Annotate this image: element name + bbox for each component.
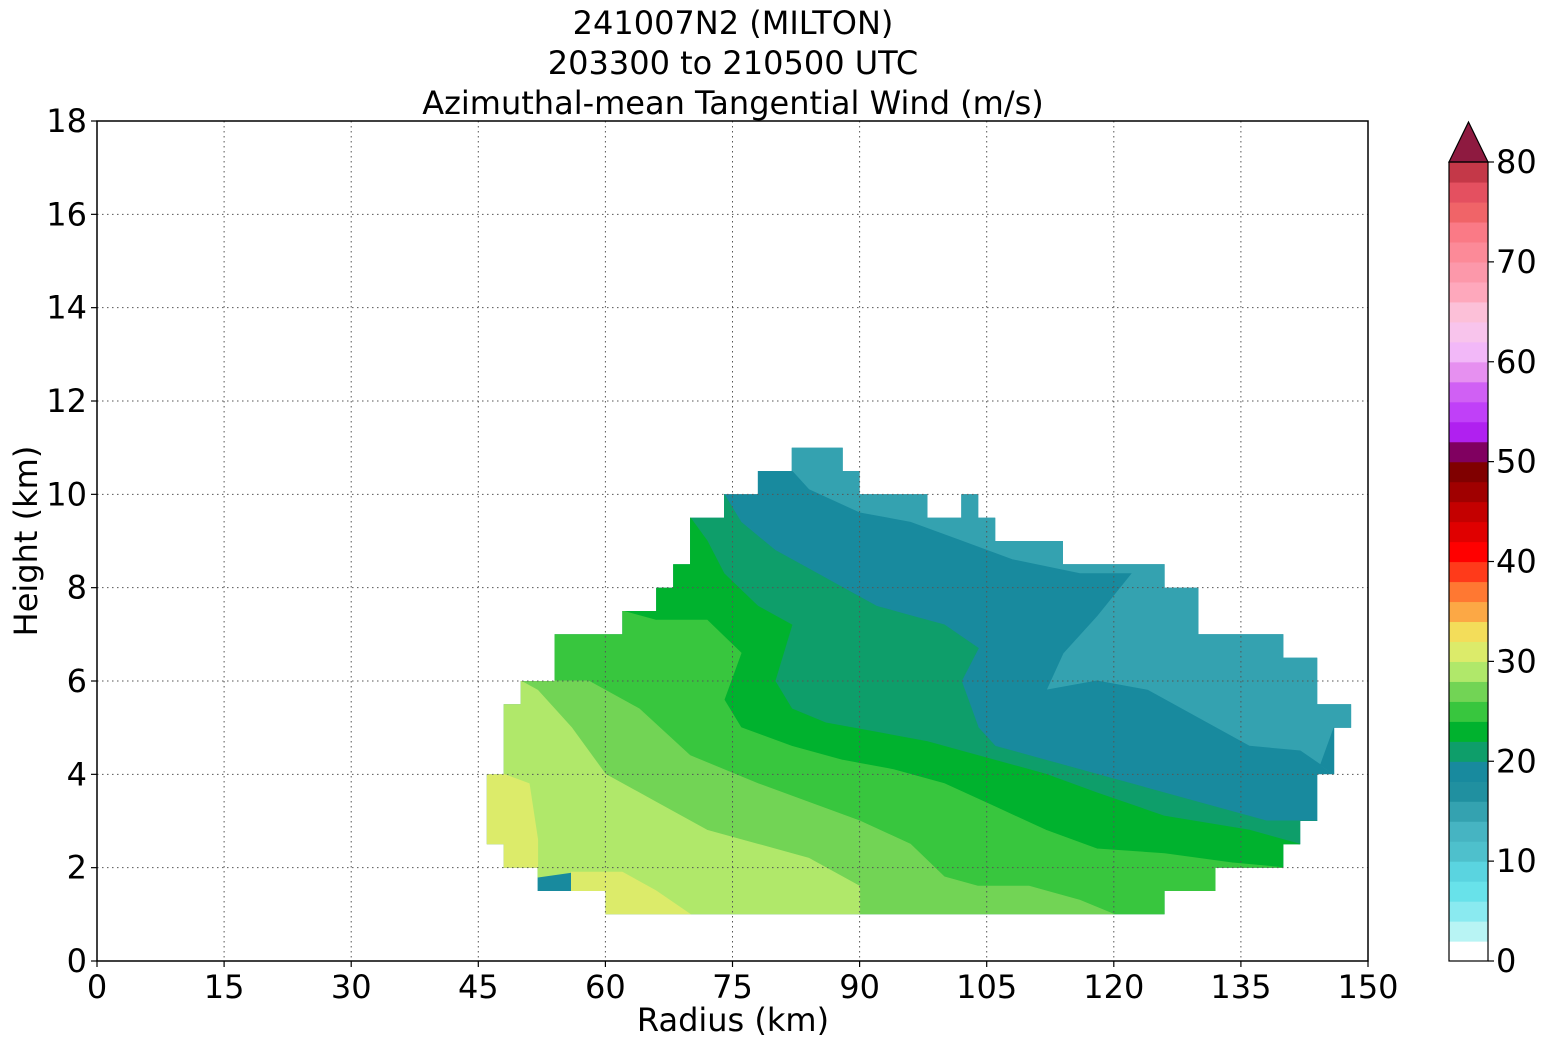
x-tick-label: 45 (458, 968, 499, 1006)
colorbar-segment (1449, 281, 1488, 303)
colorbar-segment (1449, 861, 1488, 882)
y-tick-label: 0 (67, 942, 87, 980)
colorbar-segment (1449, 721, 1488, 742)
colorbar-segment (1449, 381, 1488, 403)
chart-title: 241007N2 (MILTON) 203300 to 210500 UTC A… (422, 4, 1044, 122)
colorbar-tick-label: 20 (1496, 742, 1537, 780)
colorbar-segment (1449, 321, 1488, 343)
colorbar-tick-label: 70 (1496, 243, 1537, 281)
y-tick-label: 12 (46, 382, 87, 420)
title-line-2: 203300 to 210500 UTC (548, 44, 918, 82)
colorbar-segment (1449, 561, 1488, 583)
y-tick-label: 18 (46, 102, 87, 140)
x-axis-label: Radius (km) (637, 1001, 829, 1039)
colorbar-tick-label: 30 (1496, 642, 1537, 680)
colorbar-segment (1449, 701, 1488, 722)
colorbar: 0 10 20 30 40 50 60 70 80 (1448, 120, 1537, 980)
colorbar-segment (1449, 601, 1488, 623)
contour-region-26-28 (571, 871, 692, 915)
title-line-3: Azimuthal-mean Tangential Wind (m/s) (422, 84, 1044, 122)
colorbar-segment (1449, 541, 1488, 563)
colorbar-segment (1449, 741, 1488, 762)
x-tick-label: 150 (1337, 968, 1398, 1006)
colorbar-segment (1449, 181, 1488, 203)
colorbar-segment (1449, 761, 1488, 782)
y-tick-label: 6 (67, 662, 87, 700)
y-tick-label: 8 (67, 569, 87, 607)
colorbar-segment (1449, 781, 1488, 802)
x-axis-ticks: 0 15 30 45 60 75 90 105 120 135 150 (87, 961, 1399, 1006)
grid-lines (97, 121, 1368, 961)
colorbar-segment (1449, 901, 1488, 922)
colorbar-segment (1449, 641, 1488, 662)
colorbar-segment (1449, 821, 1488, 842)
colorbar-tick-label: 10 (1496, 842, 1537, 880)
colorbar-segment (1449, 801, 1488, 822)
colorbar-segments (1449, 162, 1488, 962)
colorbar-segment (1449, 401, 1488, 423)
y-tick-label: 2 (67, 849, 87, 887)
y-axis-ticks: 0 2 4 6 8 10 12 14 16 18 (46, 102, 97, 980)
x-tick-label: 90 (839, 968, 880, 1006)
colorbar-segment (1449, 841, 1488, 862)
colorbar-segment (1449, 241, 1488, 263)
colorbar-segment (1449, 921, 1488, 942)
plot-area: 0 15 30 45 60 75 90 105 120 135 150 0 2 4 6 8 10 12 14 16 1… (46, 102, 1398, 1006)
colorbar-segment (1449, 421, 1488, 443)
x-tick-label: 105 (956, 968, 1017, 1006)
colorbar-segment (1449, 361, 1488, 383)
colorbar-segment (1449, 681, 1488, 702)
x-tick-label: 60 (585, 968, 626, 1006)
colorbar-ticks: 0 10 20 30 40 50 60 70 80 (1488, 143, 1537, 980)
colorbar-tick-label: 50 (1496, 443, 1537, 481)
x-tick-label: 15 (204, 968, 245, 1006)
contour-fills (486, 447, 1352, 915)
colorbar-segment (1449, 481, 1488, 503)
x-tick-label: 0 (87, 968, 107, 1006)
y-tick-label: 10 (46, 475, 87, 513)
colorbar-tick-label: 60 (1496, 343, 1537, 381)
x-tick-label: 120 (1083, 968, 1144, 1006)
colorbar-extend-arrow (1448, 120, 1489, 163)
colorbar-segment (1449, 261, 1488, 283)
colorbar-tick-label: 40 (1496, 543, 1537, 581)
x-tick-label: 75 (712, 968, 753, 1006)
y-tick-label: 4 (67, 755, 87, 793)
colorbar-segment (1449, 521, 1488, 543)
colorbar-tick-label: 80 (1496, 143, 1537, 181)
colorbar-segment (1449, 201, 1488, 223)
colorbar-segment (1449, 581, 1488, 603)
colorbar-segment (1449, 941, 1488, 962)
colorbar-segment (1449, 881, 1488, 902)
colorbar-segment (1449, 162, 1488, 183)
y-axis-label: Height (km) (7, 446, 45, 637)
colorbar-segment (1449, 301, 1488, 323)
colorbar-segment (1449, 441, 1488, 463)
colorbar-segment (1449, 661, 1488, 682)
title-line-1: 241007N2 (MILTON) (573, 4, 894, 42)
colorbar-tick-label: 0 (1496, 942, 1516, 980)
x-tick-label: 135 (1210, 968, 1271, 1006)
y-tick-label: 14 (46, 289, 87, 327)
colorbar-segment (1449, 341, 1488, 363)
colorbar-segment (1449, 501, 1488, 523)
colorbar-segment (1449, 621, 1488, 642)
colorbar-segment (1449, 221, 1488, 243)
colorbar-segment (1449, 461, 1488, 483)
x-tick-label: 30 (331, 968, 372, 1006)
y-tick-label: 16 (46, 195, 87, 233)
